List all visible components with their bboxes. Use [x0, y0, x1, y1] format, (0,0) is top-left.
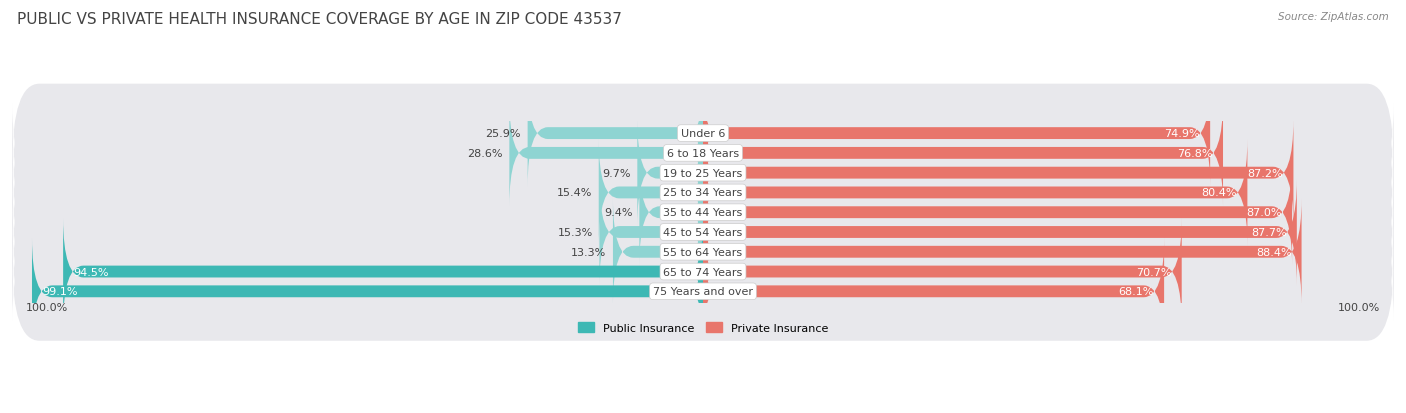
Text: 13.3%: 13.3% [571, 247, 606, 257]
Legend: Public Insurance, Private Insurance: Public Insurance, Private Insurance [574, 318, 832, 338]
FancyBboxPatch shape [32, 238, 703, 345]
FancyBboxPatch shape [703, 238, 1164, 345]
Text: 75 Years and over: 75 Years and over [652, 287, 754, 297]
Text: 55 to 64 Years: 55 to 64 Years [664, 247, 742, 257]
Text: 9.7%: 9.7% [602, 168, 630, 178]
FancyBboxPatch shape [13, 183, 1393, 282]
Text: 65 to 74 Years: 65 to 74 Years [664, 267, 742, 277]
Text: 99.1%: 99.1% [42, 287, 77, 297]
Text: 100.0%: 100.0% [25, 302, 67, 313]
FancyBboxPatch shape [703, 140, 1247, 246]
FancyBboxPatch shape [703, 100, 1223, 207]
FancyBboxPatch shape [703, 179, 1296, 286]
FancyBboxPatch shape [13, 203, 1393, 301]
Text: Source: ZipAtlas.com: Source: ZipAtlas.com [1278, 12, 1389, 22]
Text: 87.2%: 87.2% [1247, 168, 1284, 178]
FancyBboxPatch shape [703, 81, 1211, 187]
Text: 25 to 34 Years: 25 to 34 Years [664, 188, 742, 198]
FancyBboxPatch shape [13, 124, 1393, 223]
FancyBboxPatch shape [13, 223, 1393, 321]
Text: 28.6%: 28.6% [467, 149, 502, 159]
Text: 80.4%: 80.4% [1202, 188, 1237, 198]
FancyBboxPatch shape [13, 164, 1393, 262]
Text: 19 to 25 Years: 19 to 25 Years [664, 168, 742, 178]
FancyBboxPatch shape [509, 100, 703, 207]
FancyBboxPatch shape [527, 81, 703, 187]
FancyBboxPatch shape [703, 218, 1181, 325]
Text: 15.3%: 15.3% [557, 228, 593, 237]
FancyBboxPatch shape [63, 218, 703, 325]
Text: 6 to 18 Years: 6 to 18 Years [666, 149, 740, 159]
FancyBboxPatch shape [13, 144, 1393, 242]
Text: 45 to 54 Years: 45 to 54 Years [664, 228, 742, 237]
FancyBboxPatch shape [599, 140, 703, 246]
FancyBboxPatch shape [13, 84, 1393, 183]
Text: 70.7%: 70.7% [1136, 267, 1171, 277]
FancyBboxPatch shape [637, 120, 703, 226]
Text: 68.1%: 68.1% [1119, 287, 1154, 297]
FancyBboxPatch shape [703, 199, 1302, 306]
FancyBboxPatch shape [703, 120, 1294, 226]
FancyBboxPatch shape [13, 242, 1393, 341]
Text: 87.0%: 87.0% [1247, 208, 1282, 218]
FancyBboxPatch shape [13, 104, 1393, 203]
FancyBboxPatch shape [613, 199, 703, 306]
Text: 88.4%: 88.4% [1256, 247, 1291, 257]
Text: 100.0%: 100.0% [1339, 302, 1381, 313]
FancyBboxPatch shape [703, 159, 1292, 266]
Text: 94.5%: 94.5% [73, 267, 108, 277]
Text: 76.8%: 76.8% [1177, 149, 1213, 159]
Text: 35 to 44 Years: 35 to 44 Years [664, 208, 742, 218]
FancyBboxPatch shape [640, 159, 703, 266]
FancyBboxPatch shape [599, 179, 703, 286]
Text: PUBLIC VS PRIVATE HEALTH INSURANCE COVERAGE BY AGE IN ZIP CODE 43537: PUBLIC VS PRIVATE HEALTH INSURANCE COVER… [17, 12, 621, 27]
Text: 87.7%: 87.7% [1251, 228, 1286, 237]
Text: 25.9%: 25.9% [485, 129, 520, 139]
Text: 74.9%: 74.9% [1164, 129, 1199, 139]
Text: Under 6: Under 6 [681, 129, 725, 139]
Text: 15.4%: 15.4% [557, 188, 592, 198]
Text: 9.4%: 9.4% [605, 208, 633, 218]
